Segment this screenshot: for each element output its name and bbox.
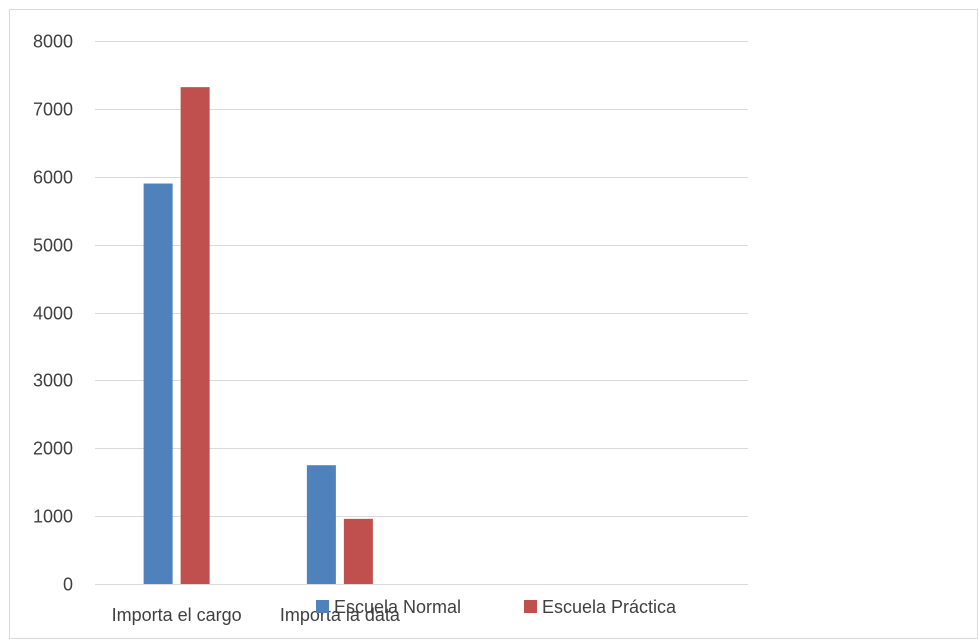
bar-escuela-practica	[343, 518, 373, 584]
y-tick-label: 4000	[33, 304, 73, 324]
x-axis-tick-labels: Importa el cargo Importa la data	[112, 605, 401, 625]
bar-escuela-practica	[180, 87, 210, 584]
y-tick-label: 0	[63, 575, 73, 595]
y-tick-label: 3000	[33, 371, 73, 391]
y-tick-label: 2000	[33, 439, 73, 459]
bar-escuela-normal	[306, 465, 336, 584]
x-tick-label: Importa el cargo	[112, 605, 242, 625]
y-tick-label: 6000	[33, 168, 73, 188]
y-tick-label: 5000	[33, 236, 73, 256]
x-tick-label: Importa la data	[280, 605, 401, 625]
y-tick-label: 8000	[33, 32, 73, 52]
legend-swatch	[524, 600, 537, 613]
y-tick-label: 1000	[33, 507, 73, 527]
bars	[143, 87, 373, 584]
legend: Escuela Normal Escuela Práctica	[316, 597, 677, 617]
legend-label: Escuela Práctica	[542, 597, 677, 617]
legend-label: Escuela Normal	[334, 597, 461, 617]
y-tick-label: 7000	[33, 100, 73, 120]
y-axis-tick-labels: 0 1000 2000 3000 4000 5000 6000 7000 8000	[33, 32, 73, 595]
bar-escuela-normal	[143, 183, 173, 584]
legend-swatch	[316, 600, 329, 613]
